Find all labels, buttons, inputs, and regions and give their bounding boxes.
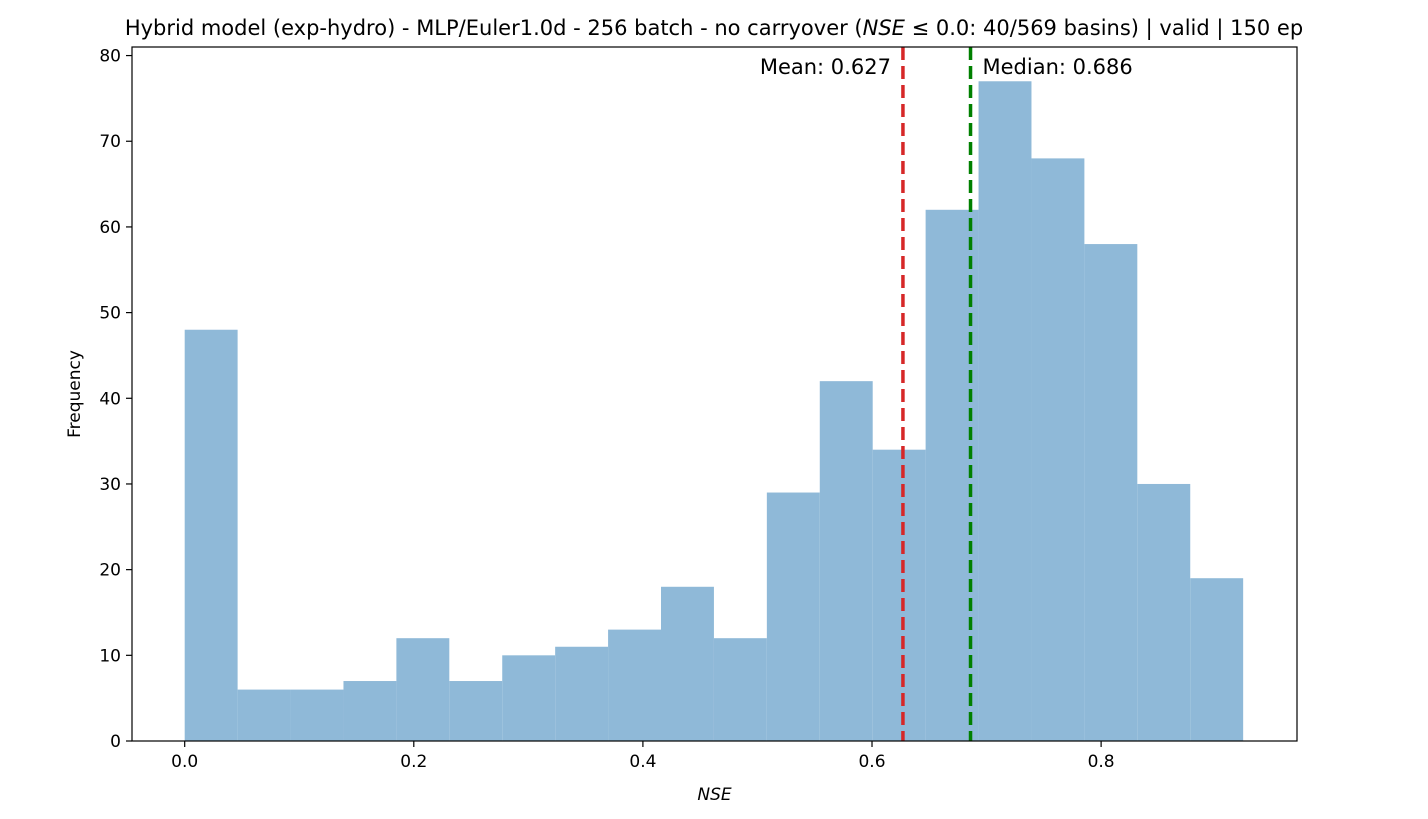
histogram-bar (502, 655, 556, 741)
y-axis-label: Frequency (65, 350, 85, 438)
histogram-bar (396, 638, 450, 741)
x-tick-label: 0.0 (171, 752, 198, 772)
y-tick-label: 50 (99, 304, 121, 324)
histogram-bar (237, 689, 291, 741)
histogram-bar (343, 681, 397, 741)
x-tick-label: 0.2 (400, 752, 427, 772)
median-annotation: Median: 0.686 (983, 55, 1133, 79)
y-axis-ticks: 0 10 20 30 40 50 60 70 80 (99, 47, 132, 752)
y-tick-label: 80 (99, 47, 121, 67)
x-axis-label: NSE (697, 785, 732, 805)
histogram-bar (290, 689, 344, 741)
histogram-bar (1031, 158, 1085, 742)
histogram-bar (555, 646, 609, 741)
histogram-bar (819, 381, 873, 741)
reference-lines (901, 47, 973, 741)
x-tick-label: 0.8 (1088, 752, 1115, 772)
y-tick-label: 10 (99, 646, 121, 666)
x-axis-ticks: 0.0 0.2 0.4 0.6 0.8 (171, 741, 1115, 772)
mean-annotation: Mean: 0.627 (760, 55, 891, 79)
histogram-bar (713, 638, 767, 741)
y-tick-label: 60 (99, 218, 121, 238)
histogram-bar (766, 492, 820, 741)
histogram-bar (1084, 244, 1138, 742)
chart-title: Hybrid model (exp-hydro) - MLP/Euler1.0d… (125, 16, 1303, 41)
chart-title-italic: NSE (863, 16, 906, 40)
chart-title-part1: Hybrid model (exp-hydro) - MLP/Euler1.0d… (125, 16, 863, 40)
x-tick-label: 0.6 (858, 752, 885, 772)
y-tick-label: 0 (110, 732, 121, 752)
y-tick-label: 30 (99, 475, 121, 495)
histogram-bar (872, 449, 926, 741)
histogram-bar (1190, 578, 1244, 741)
chart-title-part2: ≤ 0.0: 40/569 basins) | valid | 150 ep (905, 16, 1303, 41)
histogram-bar (449, 681, 503, 741)
histogram-bar (978, 81, 1032, 741)
histogram-bar (1137, 483, 1191, 741)
y-tick-label: 70 (99, 132, 121, 152)
plot-frame (131, 46, 1298, 742)
y-tick-label: 20 (99, 561, 121, 581)
histogram-bar (661, 586, 714, 741)
histogram-bar (608, 629, 662, 741)
y-tick-label: 40 (99, 389, 121, 409)
histogram-bar (184, 329, 238, 741)
x-tick-label: 0.4 (629, 752, 656, 772)
histogram-bars (184, 81, 1244, 742)
